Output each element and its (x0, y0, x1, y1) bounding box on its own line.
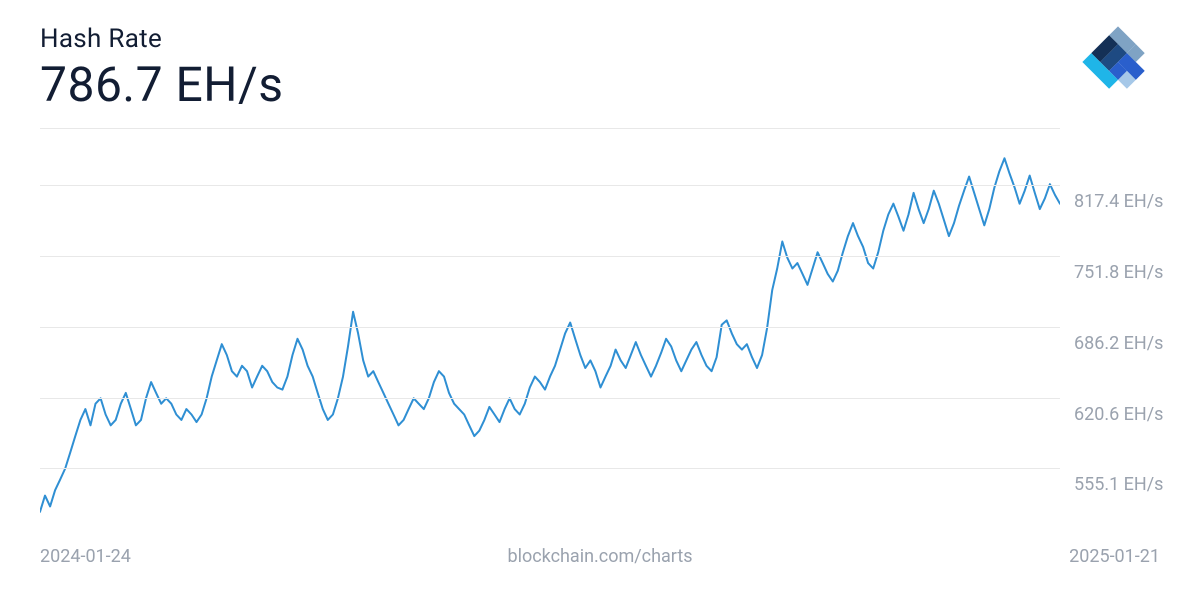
blockchain-logo-icon (1076, 20, 1160, 104)
gridline (40, 327, 1060, 328)
y-axis-label: 817.4 EH/s (1074, 191, 1163, 212)
y-axis-label: 686.2 EH/s (1074, 333, 1163, 354)
chart-source-label: blockchain.com/charts (507, 546, 692, 567)
y-axis-label: 555.1 EH/s (1074, 474, 1163, 495)
gridline (40, 128, 1060, 129)
x-axis-start-label: 2024-01-24 (40, 546, 131, 567)
y-axis-label: 751.8 EH/s (1074, 262, 1163, 283)
y-axis-label: 620.6 EH/s (1074, 404, 1163, 425)
gridline (40, 256, 1060, 257)
gridline (40, 185, 1060, 186)
gridline (40, 398, 1060, 399)
x-axis-end-label: 2025-01-21 (1069, 546, 1160, 567)
chart-current-value: 786.7 EH/s (40, 56, 284, 113)
gridline (40, 468, 1060, 469)
chart-title: Hash Rate (40, 24, 284, 54)
hash-rate-chart: 555.1 EH/s620.6 EH/s686.2 EH/s751.8 EH/s… (40, 128, 1060, 528)
chart-header: Hash Rate 786.7 EH/s (40, 24, 284, 113)
